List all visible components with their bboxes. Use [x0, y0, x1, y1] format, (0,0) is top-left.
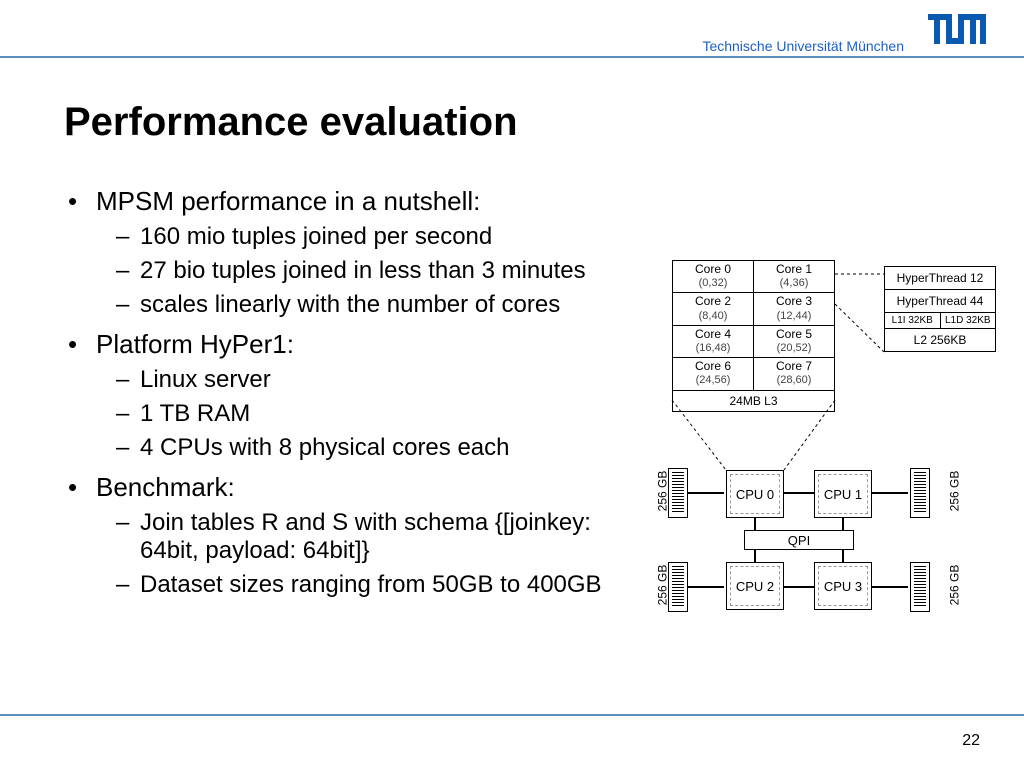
- mem-label: 256 GB: [947, 565, 961, 606]
- architecture-diagram: Core 0(0,32) Core 1(4,36) Core 2(8,40) C…: [638, 260, 998, 660]
- mem-module: [910, 562, 930, 612]
- hyperthread-box: HyperThread 12 HyperThread 44 L1I 32KB L…: [884, 266, 996, 352]
- sub-bullet: Linux server: [64, 366, 624, 394]
- core-cell: Core 2(8,40): [673, 293, 754, 325]
- bus-line: [754, 550, 756, 562]
- l1-row: L1I 32KB L1D 32KB: [885, 313, 995, 329]
- bus-line: [784, 586, 814, 588]
- footer-rule: [0, 714, 1024, 716]
- mem-module: [668, 562, 688, 612]
- l2-cache: L2 256KB: [885, 329, 995, 351]
- hyperthread-b: HyperThread 44: [885, 290, 995, 313]
- core-grid: Core 0(0,32) Core 1(4,36) Core 2(8,40) C…: [672, 260, 835, 412]
- page-number: 22: [962, 732, 980, 750]
- tum-logo: [928, 14, 986, 49]
- core-cell: Core 0(0,32): [673, 261, 754, 293]
- qpi-box: QPI: [744, 530, 854, 550]
- bullet: MPSM performance in a nutshell: 160 mio …: [64, 186, 624, 319]
- hyperthread-a: HyperThread 12: [885, 267, 995, 290]
- bus-line: [872, 492, 908, 494]
- core-cell: Core 4(16,48): [673, 326, 754, 358]
- header-rule: [0, 56, 1024, 58]
- cpu-box: CPU 3: [814, 562, 872, 610]
- sub-bullet: scales linearly with the number of cores: [64, 291, 624, 319]
- bus-line: [688, 492, 724, 494]
- sub-bullet: Join tables R and S with schema {[joinke…: [64, 509, 624, 565]
- slide: { "header": { "org": "Technische Univers…: [0, 0, 1024, 768]
- sub-bullet: 27 bio tuples joined in less than 3 minu…: [64, 257, 624, 285]
- bus-line: [754, 518, 756, 530]
- core-cell: Core 5(20,52): [754, 326, 834, 358]
- mem-module: [668, 468, 688, 518]
- core-cell: Core 3(12,44): [754, 293, 834, 325]
- mem-module: [910, 468, 930, 518]
- mem-label: 256 GB: [655, 471, 669, 512]
- core-cell: Core 6(24,56): [673, 358, 754, 389]
- l3-cache: 24MB L3: [673, 390, 834, 411]
- cpu-box: CPU 2: [726, 562, 784, 610]
- cpu-box: CPU 1: [814, 470, 872, 518]
- bus-line: [842, 550, 844, 562]
- sub-bullet: 160 mio tuples joined per second: [64, 223, 624, 251]
- core-cell: Core 7(28,60): [754, 358, 834, 389]
- sub-bullet: Dataset sizes ranging from 50GB to 400GB: [64, 571, 624, 599]
- bullet-content: MPSM performance in a nutshell: 160 mio …: [64, 186, 624, 609]
- bullet: Platform HyPer1: Linux server 1 TB RAM 4…: [64, 329, 624, 462]
- mem-label: 256 GB: [947, 471, 961, 512]
- mem-label: 256 GB: [655, 565, 669, 606]
- bus-line: [784, 492, 814, 494]
- cpu-box: CPU 0: [726, 470, 784, 518]
- bus-line: [688, 586, 724, 588]
- bus-line: [842, 518, 844, 530]
- org-name: Technische Universität München: [702, 38, 904, 54]
- sub-bullet: 4 CPUs with 8 physical cores each: [64, 434, 624, 462]
- sub-bullet: 1 TB RAM: [64, 400, 624, 428]
- bus-line: [872, 586, 908, 588]
- slide-title: Performance evaluation: [64, 100, 518, 145]
- core-cell: Core 1(4,36): [754, 261, 834, 293]
- bullet: Benchmark: Join tables R and S with sche…: [64, 472, 624, 599]
